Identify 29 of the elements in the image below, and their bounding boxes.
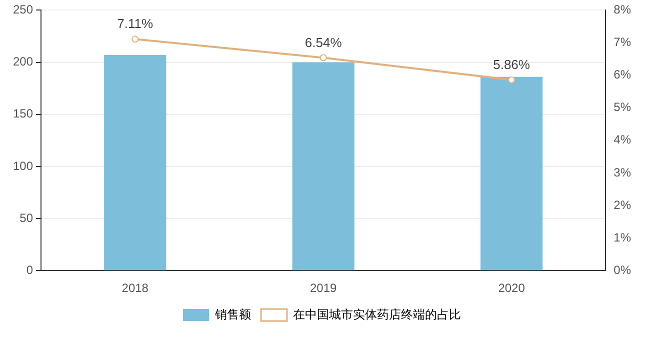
point — [132, 36, 139, 43]
y2-tick-label: 2% — [614, 198, 632, 212]
y-tick-label: 150 — [12, 106, 34, 121]
y2-tick-label: 6% — [614, 68, 632, 82]
data-label: 7.11% — [117, 16, 154, 32]
y-tick-label: 100 — [12, 158, 34, 173]
data-label: 6.54% — [304, 34, 342, 50]
y2-tick-label: 7% — [614, 35, 632, 50]
y2-tick-label: 3% — [614, 165, 632, 180]
y-tick-label: 250 — [12, 2, 34, 17]
point — [508, 76, 516, 84]
bar — [292, 62, 354, 270]
data-label: 5.86% — [493, 56, 530, 72]
y-tick-label: 0 — [26, 262, 34, 277]
x-tick-label: 2018 — [122, 281, 149, 296]
y2-tick-label: 8% — [614, 2, 632, 17]
y-tick-label: 200 — [12, 54, 34, 69]
legend-label: 销售额 — [214, 307, 251, 322]
legend-label: 在中国城市实体药店终端的占比 — [293, 307, 461, 322]
y2-tick-label: 5% — [614, 100, 632, 114]
y-tick-label: 50 — [20, 210, 34, 225]
y2-tick-label: 0% — [614, 262, 632, 277]
point — [320, 54, 327, 62]
y2-tick-label: 4% — [614, 132, 632, 147]
x-tick-label: 2020 — [498, 281, 526, 296]
x-tick-label: 2019 — [310, 281, 338, 296]
bar — [480, 76, 543, 270]
bar — [104, 54, 166, 270]
y2-tick-label: 1% — [614, 230, 632, 244]
